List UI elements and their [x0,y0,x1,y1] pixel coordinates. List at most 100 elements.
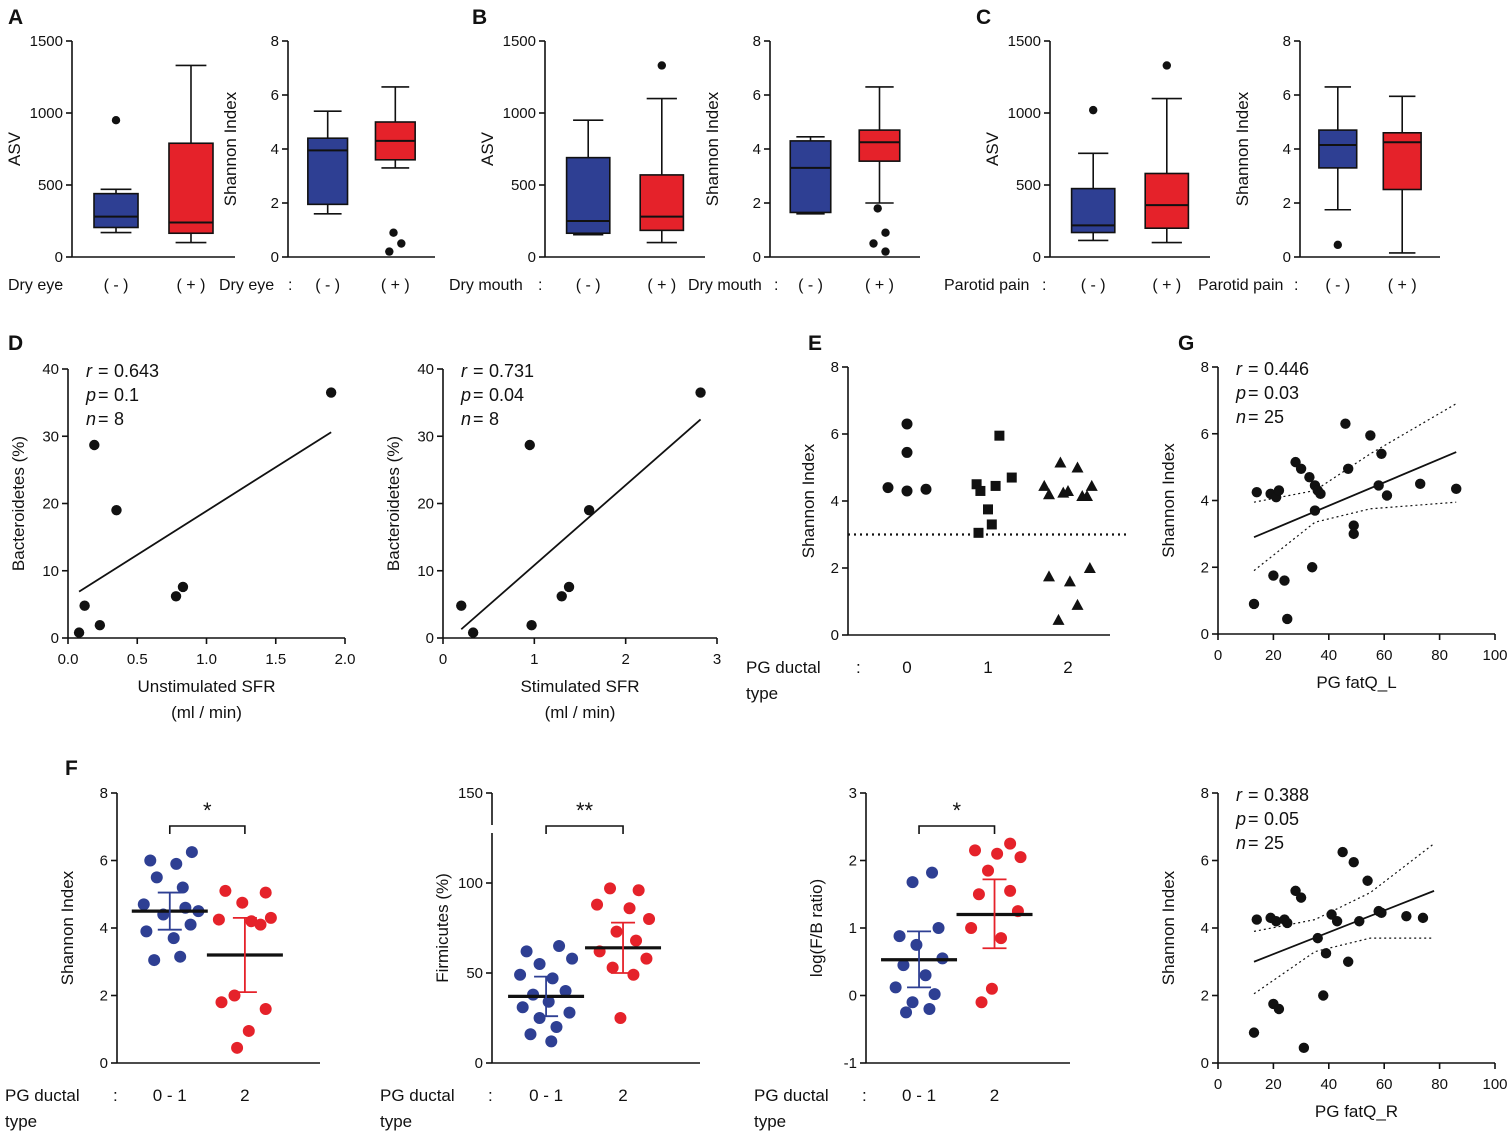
stat-n-value: 8 [489,409,499,429]
stat-equals: = [1248,407,1259,427]
data-point-neg [148,954,161,967]
data-point [1348,520,1359,531]
y-tick-label: 6 [753,87,761,104]
label-colon: : [113,1086,118,1105]
data-point-pos [614,1012,627,1024]
data-point [1268,570,1279,581]
y-axis-label: log(F/B ratio) [807,879,826,977]
data-point-pos [969,844,982,857]
y-tick-label: 0 [753,249,761,266]
label-colon: : [862,1086,867,1105]
group-colon: : [1294,277,1298,294]
y-tick-label: 10 [417,563,434,580]
panel-label-g: G [1178,332,1194,355]
group-label: Dry mouth [449,277,523,294]
x-tick-label: 80 [1431,1076,1448,1093]
data-point-pos [1004,884,1017,897]
y-tick-label: 2 [100,988,108,1005]
point-triangle [1085,479,1098,491]
significance-bracket [168,825,246,834]
y-tick-label: 1500 [1008,33,1041,50]
y-tick-label: 4 [1201,920,1209,937]
outlier-point [881,247,890,256]
y-axis-label: Firmicutes (%) [433,873,452,983]
y-axis-label: Bacteroidetes (%) [9,436,28,571]
y-tick-label: 4 [831,493,839,510]
data-point [1381,490,1393,501]
ci-lower-band [1253,937,1435,995]
x-category-label: ( + ) [1152,277,1181,294]
x-axis-label: Unstimulated SFR [138,677,276,696]
data-point-neg [520,945,533,958]
x-category-label: ( + ) [381,277,410,294]
y-axis-label: ASV [5,131,24,166]
y-axis-label: Shannon Index [703,91,722,206]
x-tick-label: 40 [1320,647,1337,664]
x-tick-label: 1 [530,651,538,668]
x-category-label: 0 - 1 [153,1086,187,1105]
y-axis-label: Shannon Index [58,870,77,985]
regression-line [1253,890,1435,963]
data-point [1365,430,1376,441]
data-point-neg [514,968,527,981]
x-axis-label-units: (ml / min) [545,703,616,722]
x-axis-label-line2: type [5,1112,37,1131]
outlier-point [397,239,406,248]
outlier-point [385,247,394,256]
data-point-pos [606,961,619,974]
y-tick-label: 30 [42,428,59,445]
data-point-neg [174,950,187,963]
y-tick-label: 6 [831,426,839,443]
x-tick-label: 100 [1482,647,1507,664]
point-square [986,519,997,530]
data-point [1315,488,1326,500]
data-point [89,439,100,451]
data-point-neg [545,1035,558,1048]
data-point-pos [982,864,995,877]
stat-r-label: r [1236,359,1243,379]
point-triangle [1076,489,1089,501]
x-tick-label: 40 [1320,1076,1337,1093]
stat-r-label: r [461,361,468,381]
group-label: Dry mouth [688,277,762,294]
x-tick-label: 100 [1482,1076,1507,1093]
x-axis-label-line2: type [754,1112,786,1131]
data-point-pos [259,1003,272,1015]
y-tick-label: 4 [271,141,279,158]
label-colon: : [856,658,861,677]
significance-bracket [545,825,624,834]
y-tick-label: 0 [831,627,839,644]
data-point [583,505,595,516]
data-point-neg [176,881,189,894]
stat-equals: = [1248,785,1259,805]
x-category-label: ( + ) [865,277,894,294]
x-axis-label: PG ductal [5,1086,80,1105]
y-tick-label: 8 [271,33,279,50]
data-point-pos [975,996,988,1009]
regression-line [1253,451,1457,539]
data-point [1337,846,1348,858]
x-category-label: ( + ) [647,277,676,294]
data-point [73,627,85,638]
y-axis-label: Shannon Index [799,443,818,558]
outlier-point [1333,240,1343,250]
data-point-pos [254,918,267,931]
data-point-neg [533,958,546,970]
y-tick-label: 8 [100,785,108,802]
box-pos [639,174,685,232]
data-point-pos [632,884,645,897]
point-triangle [1043,570,1055,582]
data-point-pos [604,882,617,895]
data-point-pos [995,932,1008,945]
data-point [79,600,90,611]
stat-n-label: n [86,409,96,429]
x-category-label: 0 - 1 [902,1086,936,1105]
y-tick-label: 6 [100,853,108,870]
data-point [1306,562,1318,573]
x-tick-label: 0.5 [127,651,148,668]
y-axis-label: Bacteroidetes (%) [384,436,403,571]
x-tick-label: 80 [1431,647,1448,664]
data-point-neg [553,940,566,952]
panel-label-f: F [65,757,78,780]
y-tick-label: 1000 [503,105,536,122]
